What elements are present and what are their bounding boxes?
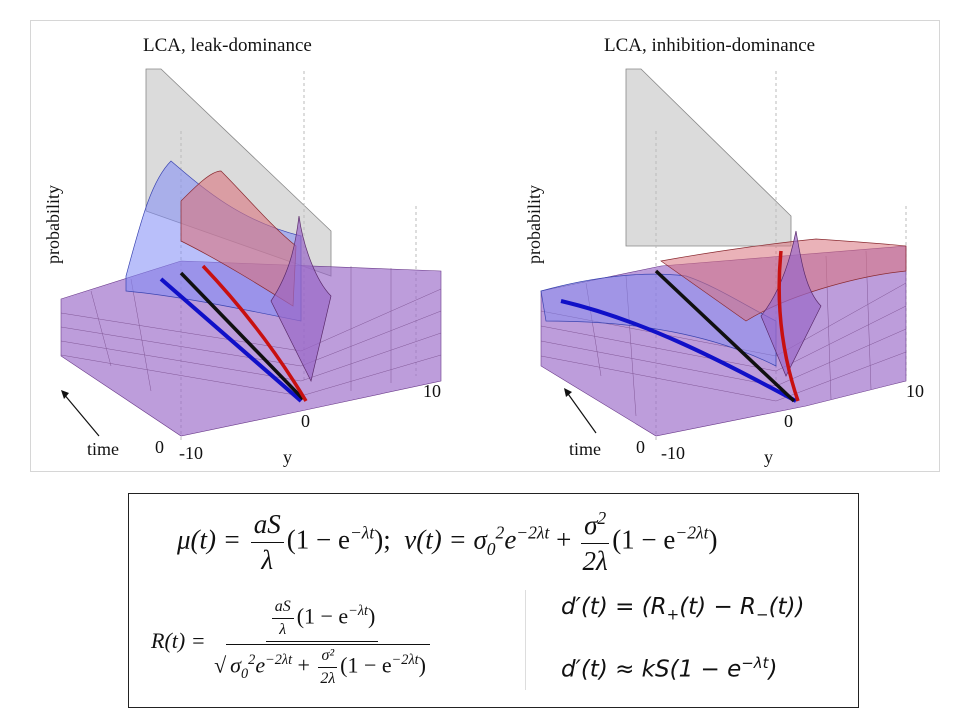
time-axis-label: time (569, 439, 601, 459)
R-equation: R(t) = aS λ (1 − e−λt) √ σ02e−2λt + σ² 2λ (1 … (151, 598, 433, 688)
plot-title: LCA, inhibition-dominance (604, 35, 816, 56)
y-tick-positive: 10 (906, 381, 924, 401)
mu-nu-equation: μ(t) = aS λ (1 − e−λt); ν(t) = σ02e−2λt + … (177, 508, 718, 576)
dprime-approximation: d′(t) ≈ kS(1 − e−λt) (561, 654, 778, 683)
equation-divider (525, 590, 526, 690)
y-tick-zero: 0 (301, 411, 310, 431)
probability-axis-label: probability (524, 185, 544, 264)
figure-panel: LCA, leak-dominance probability time 0 -… (30, 20, 940, 472)
plot-title: LCA, leak-dominance (143, 35, 312, 56)
y-axis-label: y (283, 447, 292, 467)
time-tick-zero: 0 (636, 437, 645, 457)
plot-leak-dominance: LCA, leak-dominance probability time 0 -… (31, 21, 481, 471)
surface-plot-inhibition (540, 68, 907, 441)
y-tick-negative: -10 (661, 443, 685, 463)
y-tick-zero: 0 (784, 411, 793, 431)
dprime-definition: d′(t) = (R+(t) − R−(t)) (561, 594, 805, 624)
surface-plot-leak (60, 68, 442, 441)
y-axis-label: y (764, 447, 773, 467)
probability-axis-label: probability (43, 185, 63, 264)
y-tick-positive: 10 (423, 381, 441, 401)
y-tick-negative: -10 (179, 443, 203, 463)
plot-inhibition-dominance: LCA, inhibition-dominance probability ti… (486, 21, 936, 471)
equation-box: μ(t) = aS λ (1 − e−λt); ν(t) = σ02e−2λt + … (128, 493, 859, 708)
time-axis-label: time (87, 439, 119, 459)
time-tick-zero: 0 (155, 437, 164, 457)
